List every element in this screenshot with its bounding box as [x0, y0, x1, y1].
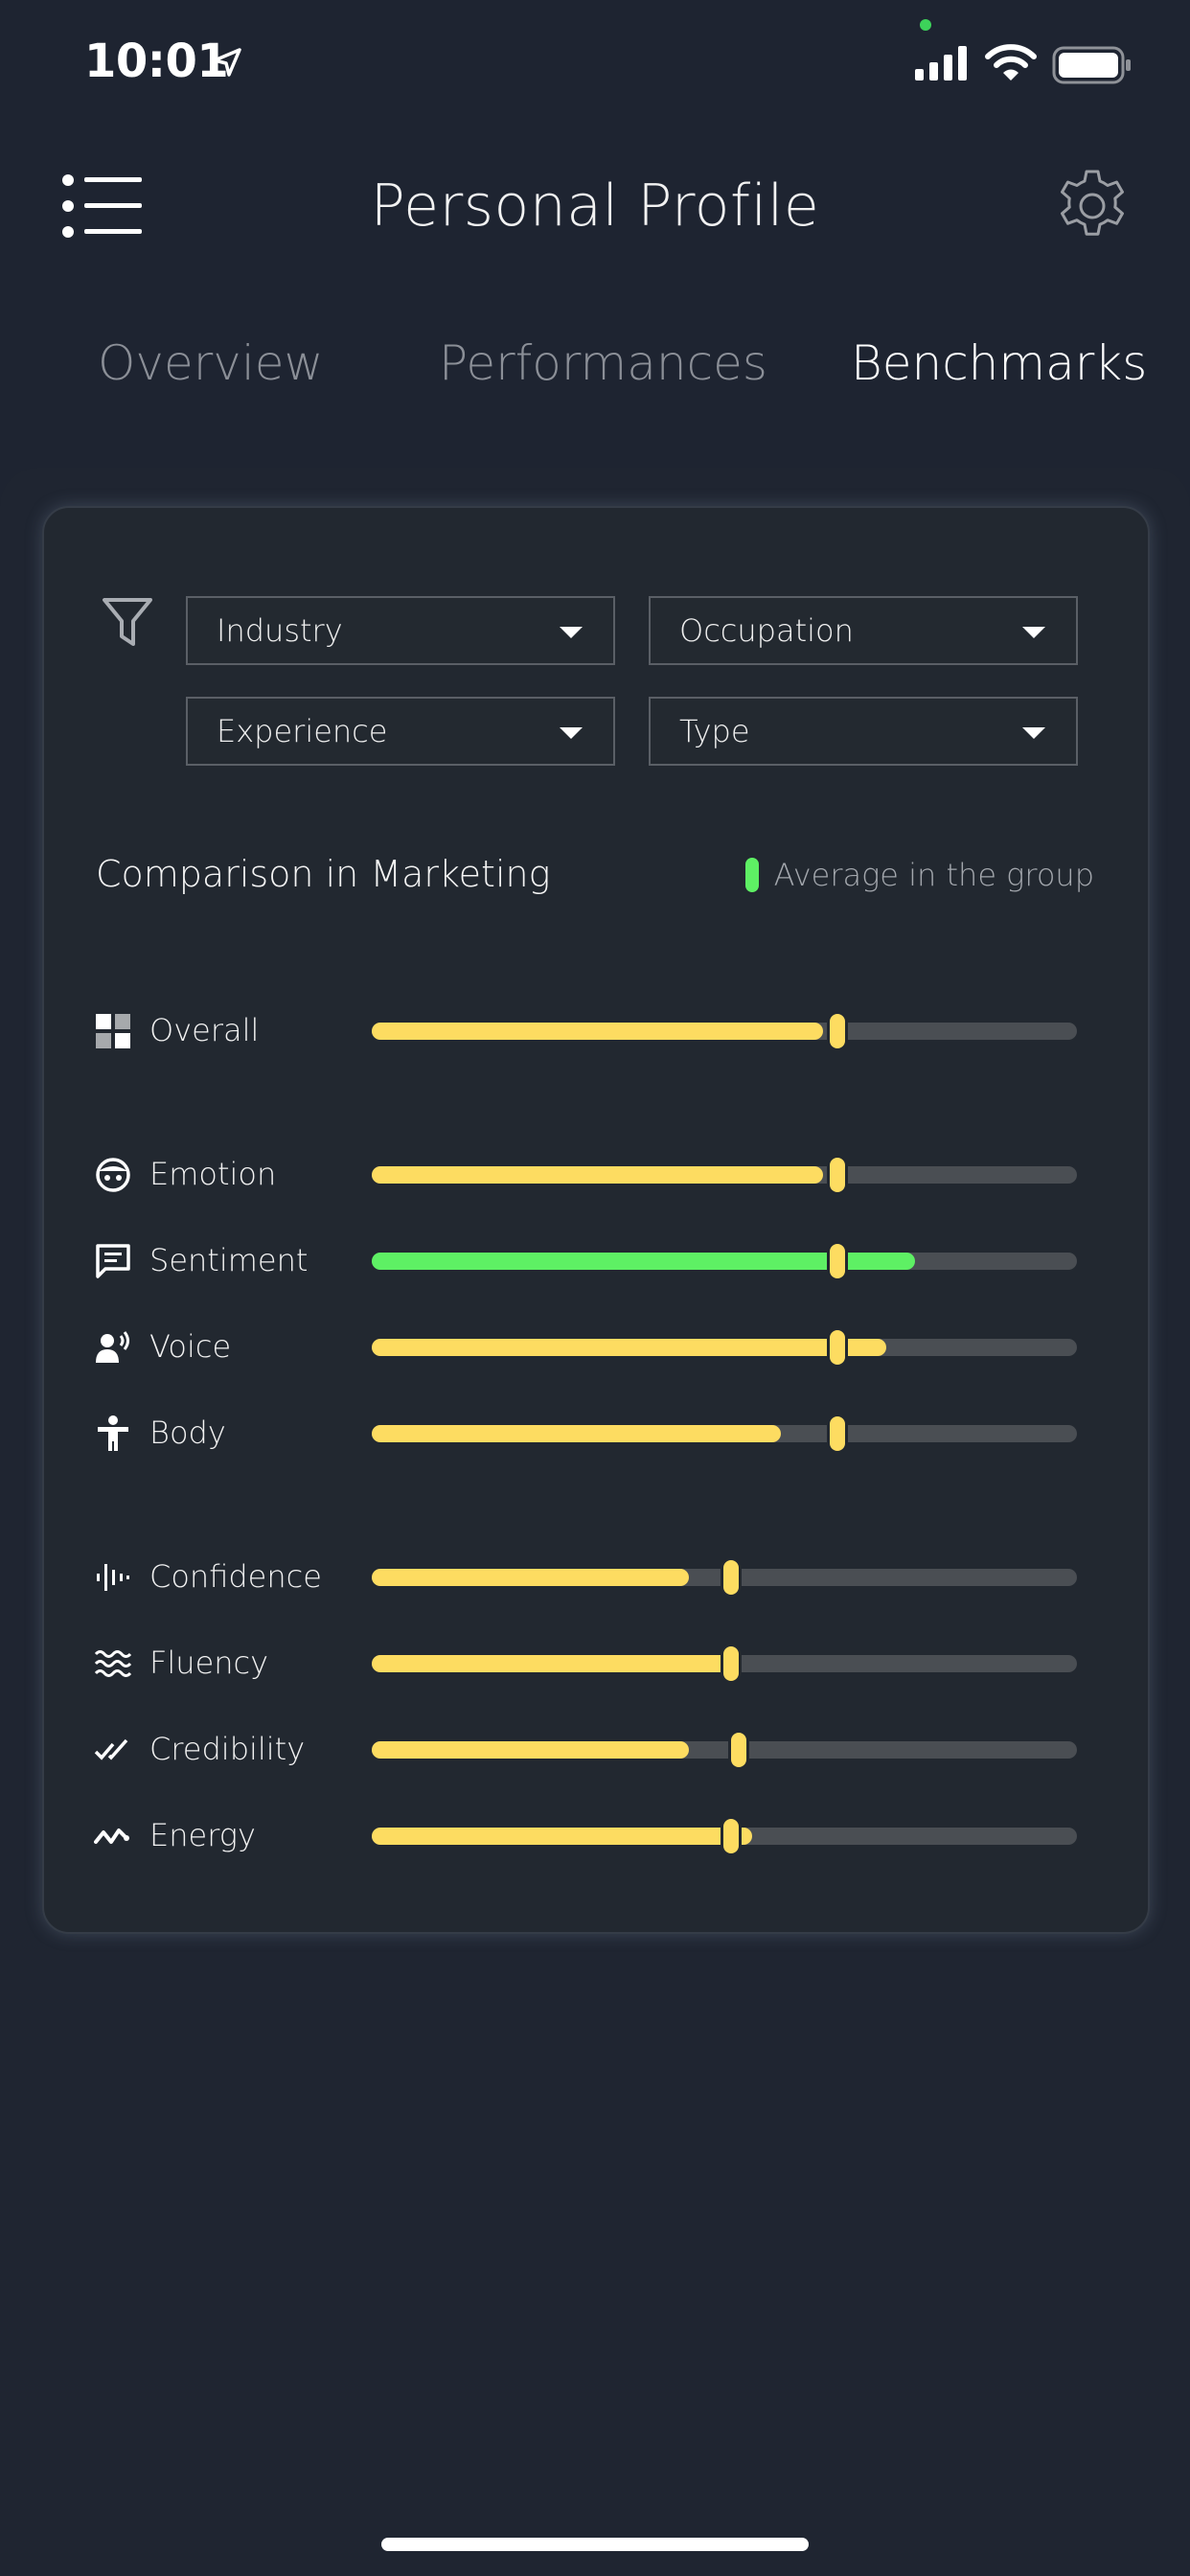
experience-dropdown[interactable]: Experience	[186, 697, 615, 766]
score-track	[372, 1733, 1077, 1767]
group-average-marker	[723, 1819, 740, 1853]
tab-overview[interactable]: Overview	[98, 335, 324, 391]
chevron-down-icon	[1022, 627, 1045, 638]
metric-label: Body	[149, 1414, 226, 1451]
metric-row-overall: Overall	[44, 1002, 1148, 1060]
score-fill	[372, 1253, 915, 1270]
metric-row-fluency: Fluency	[44, 1635, 1148, 1692]
metric-label: Confidence	[149, 1558, 322, 1595]
waves-icon	[94, 1650, 132, 1677]
double-check-icon	[94, 1738, 128, 1760]
occupation-dropdown-label: Occupation	[679, 612, 854, 649]
score-fill	[372, 1425, 781, 1442]
status-time: 10:01	[84, 34, 229, 88]
metric-row-confidence: Confidence	[44, 1549, 1148, 1606]
metric-row-body: Body	[44, 1405, 1148, 1462]
metric-row-emotion: Emotion	[44, 1146, 1148, 1204]
tab-performances[interactable]: Performances	[439, 335, 767, 391]
metric-label: Overall	[149, 1012, 260, 1048]
metric-row-sentiment: Sentiment	[44, 1232, 1148, 1290]
waveform-icon	[97, 1564, 129, 1591]
speaking-person-icon	[96, 1331, 129, 1363]
occupation-dropdown[interactable]: Occupation	[649, 596, 1078, 665]
gear-icon	[1061, 170, 1124, 236]
metric-row-energy: Energy	[44, 1807, 1148, 1865]
benchmark-card: Industry Occupation Experience Type Comp…	[42, 506, 1150, 1934]
score-track	[372, 1560, 1077, 1595]
filter-icon[interactable]	[102, 596, 153, 650]
comparison-title: Comparison in Marketing	[96, 853, 551, 895]
score-track	[372, 1416, 1077, 1451]
score-fill	[372, 1023, 824, 1040]
chevron-down-icon	[560, 627, 583, 638]
group-average-marker	[829, 1416, 845, 1451]
metric-row-credibility: Credibility	[44, 1721, 1148, 1779]
tab-benchmarks[interactable]: Benchmarks	[851, 335, 1148, 391]
score-fill	[372, 1339, 887, 1356]
experience-dropdown-label: Experience	[217, 713, 388, 749]
person-icon	[98, 1415, 128, 1451]
metric-label: Energy	[149, 1817, 256, 1853]
industry-dropdown[interactable]: Industry	[186, 596, 615, 665]
metric-label: Credibility	[149, 1731, 306, 1767]
group-average-marker	[829, 1330, 845, 1365]
group-average-marker	[723, 1560, 740, 1595]
status-bar: 10:01	[0, 0, 1190, 134]
score-track	[372, 1646, 1077, 1681]
legend: Average in the group	[744, 857, 1094, 893]
industry-dropdown-label: Industry	[217, 612, 343, 649]
score-track	[372, 1244, 1077, 1278]
legend-label: Average in the group	[773, 857, 1094, 893]
score-track	[372, 1158, 1077, 1192]
zigzag-icon	[94, 1828, 129, 1844]
home-indicator[interactable]	[381, 2538, 809, 2551]
score-track	[372, 1819, 1077, 1853]
location-arrow-icon	[213, 48, 241, 77]
chevron-down-icon	[560, 727, 583, 739]
battery-icon	[1052, 46, 1131, 84]
cellular-signal-icon	[915, 46, 967, 80]
score-track	[372, 1014, 1077, 1048]
score-fill	[372, 1166, 824, 1184]
metric-row-voice: Voice	[44, 1319, 1148, 1376]
group-average-marker	[829, 1244, 845, 1278]
face-icon	[96, 1158, 130, 1192]
type-dropdown-label: Type	[679, 713, 750, 749]
menu-list-icon	[62, 174, 142, 238]
metric-label: Sentiment	[149, 1242, 309, 1278]
type-dropdown[interactable]: Type	[649, 697, 1078, 766]
group-average-marker	[829, 1158, 845, 1192]
metric-label: Fluency	[149, 1644, 269, 1681]
privacy-indicator-dot	[920, 19, 931, 31]
group-average-marker	[723, 1646, 740, 1681]
metric-label: Emotion	[149, 1156, 277, 1192]
metric-label: Voice	[149, 1328, 232, 1365]
score-track	[372, 1330, 1077, 1365]
grid-icon	[96, 1014, 130, 1048]
page-title: Personal Profile	[370, 172, 820, 240]
score-fill	[372, 1741, 690, 1759]
chevron-down-icon	[1022, 727, 1045, 739]
message-icon	[96, 1244, 130, 1278]
wifi-icon	[985, 44, 1037, 80]
average-marker-swatch	[744, 858, 759, 892]
score-fill	[372, 1828, 753, 1845]
group-average-marker	[730, 1733, 746, 1767]
score-fill	[372, 1569, 690, 1586]
menu-button[interactable]	[59, 172, 144, 240]
settings-button[interactable]	[1054, 168, 1131, 244]
score-fill	[372, 1655, 732, 1672]
group-average-marker	[829, 1014, 845, 1048]
